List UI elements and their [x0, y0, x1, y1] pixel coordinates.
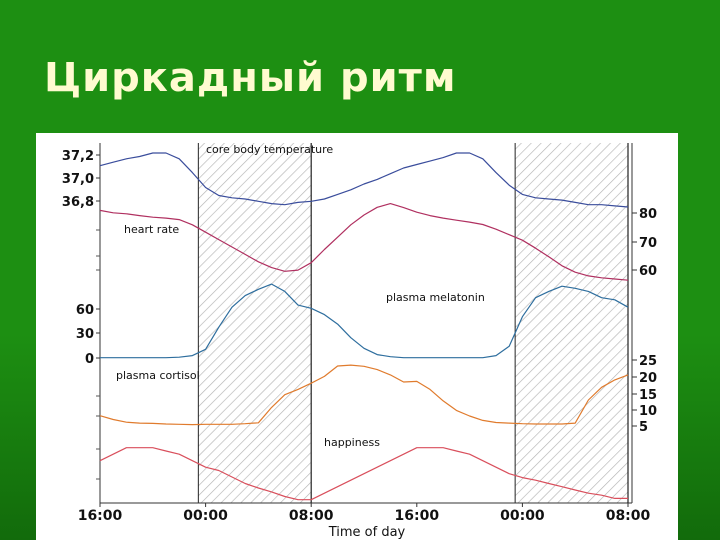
plasma-melatonin-line [100, 283, 629, 359]
circadian-chart: 16:00 00:00 08:00 16:00 00:00 08:00 core body … [62, 143, 657, 540]
x-tick-label: 08:00 [606, 508, 651, 524]
plasma-cortisol-label: plasma cortisol [116, 369, 200, 382]
x-tick-label: 16:00 [78, 508, 123, 524]
chart-labels: 16:00 00:00 08:00 16:00 00:00 08:00 core body … [62, 143, 657, 524]
sleep-period-2 [515, 143, 628, 503]
heart-rate-right-tick-label: 60 [639, 264, 657, 279]
plasma-cortisol-right-tick-label: 5 [639, 420, 648, 435]
chart-figure: 16:00 00:00 08:00 16:00 00:00 08:00 core body … [36, 133, 678, 540]
x-axis-label: Time of day [328, 525, 406, 540]
x-tick-label: 16:00 [395, 508, 440, 524]
plasma-cortisol-line [99, 364, 629, 426]
heart-rate-right-tick-label: 70 [639, 236, 657, 251]
core-body-temperature-label: core body temperature [206, 143, 333, 156]
plasma-cortisol-right-tick-label: 15 [639, 388, 657, 403]
plasma-melatonin-left-tick-label: 60 [76, 303, 94, 318]
happiness-label: happiness [324, 436, 380, 449]
x-tick-label: 00:00 [183, 508, 228, 524]
core-body-temperature-line [99, 152, 629, 208]
heart-rate-label: heart rate [124, 223, 179, 236]
plasma-cortisol-right-tick-label: 20 [639, 371, 657, 386]
heart-rate-line [99, 202, 629, 281]
plasma-cortisol-right-tick-label: 25 [639, 354, 657, 369]
core-body-temperature-left-tick-label: 37,2 [62, 149, 94, 164]
slide-title: Циркадный ритм [44, 55, 457, 101]
x-tick-label: 00:00 [500, 508, 545, 524]
sleep-period-1 [198, 143, 312, 503]
chart-axes [96, 143, 637, 507]
core-body-temperature-left-tick-label: 36,8 [62, 195, 94, 210]
happiness-line [99, 447, 628, 501]
plasma-melatonin-left-tick-label: 30 [76, 327, 94, 342]
plasma-cortisol-right-tick-label: 10 [639, 404, 657, 419]
chart-series [99, 152, 629, 501]
plasma-melatonin-label: plasma melatonin [386, 291, 485, 304]
plasma-melatonin-left-tick-label: 0 [85, 352, 94, 367]
x-tick-label: 08:00 [289, 508, 334, 524]
heart-rate-right-tick-label: 80 [639, 207, 657, 222]
core-body-temperature-left-tick-label: 37,0 [62, 172, 94, 187]
